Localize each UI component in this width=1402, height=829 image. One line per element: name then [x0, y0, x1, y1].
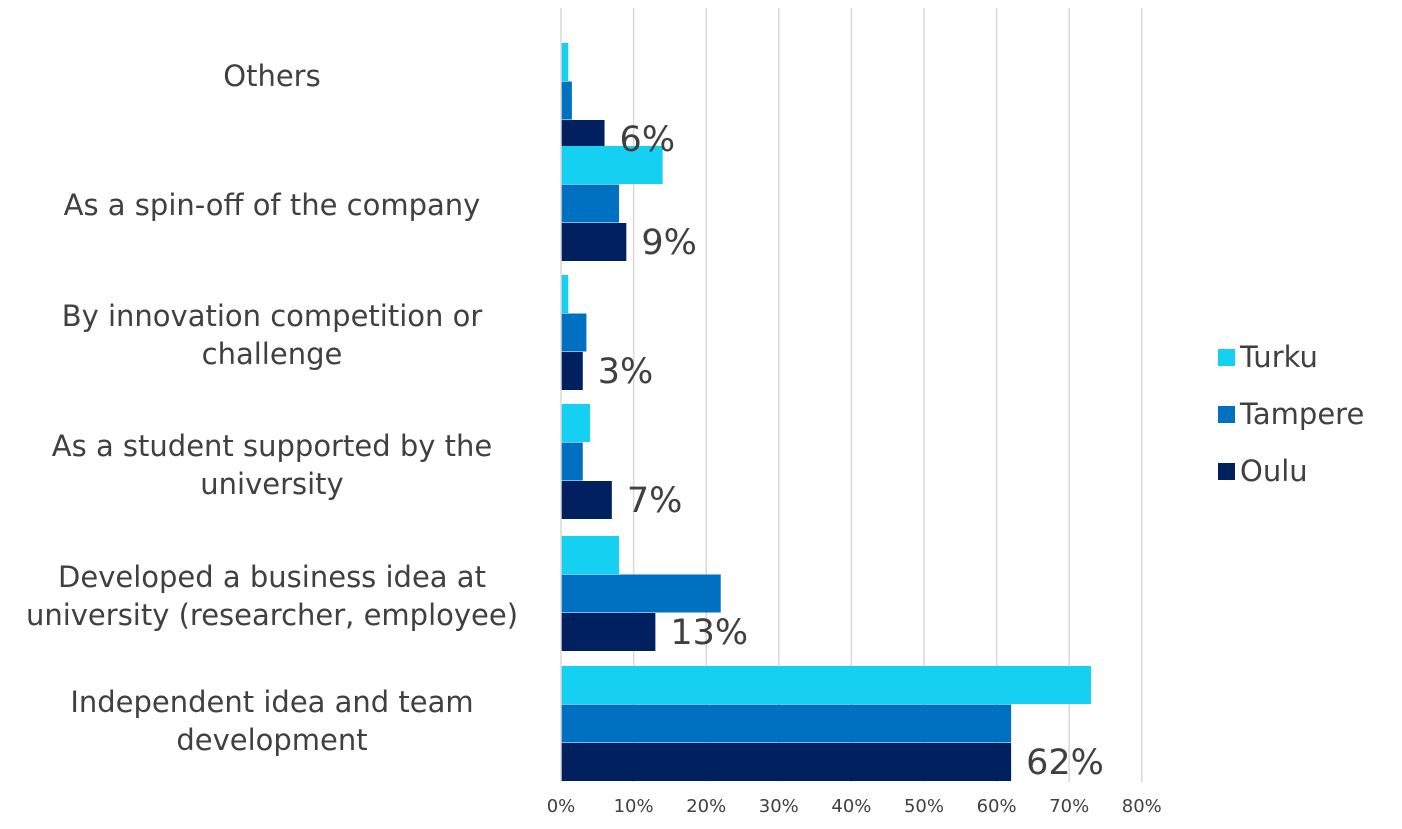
legend-swatch	[1218, 348, 1235, 366]
legend-label: Oulu	[1240, 454, 1308, 488]
x-tick-label: 70%	[1049, 796, 1089, 817]
category-label-line: As a student supported by the	[51, 429, 493, 463]
bar-oulu	[561, 352, 583, 390]
x-tick-labels: 0% 10% 20% 30% 40% 50% 60% 70% 80%	[547, 796, 1162, 817]
bar-tampere	[561, 574, 721, 613]
category-label-line: development	[176, 723, 368, 757]
bar-oulu	[561, 481, 612, 519]
legend-label: Tampere	[1240, 397, 1365, 431]
category-label-line: By innovation competition or	[61, 299, 483, 333]
legend-label: Turku	[1240, 340, 1318, 374]
data-label: 62%	[1026, 743, 1104, 783]
bar-tampere	[561, 313, 587, 352]
data-label: 3%	[598, 352, 654, 392]
legend-swatch	[1218, 462, 1235, 480]
legend-item-tampere: Tampere	[1218, 394, 1364, 434]
bar-turku	[561, 146, 663, 184]
bar-turku	[561, 43, 569, 81]
data-label: 7%	[627, 481, 683, 521]
data-label: 13%	[670, 613, 748, 653]
x-tick-label: 0%	[547, 796, 576, 817]
category-label: Independent idea and team development	[2, 683, 542, 759]
data-label: 9%	[641, 223, 697, 263]
x-tick-label: 40%	[831, 796, 871, 817]
bar-tampere	[561, 184, 620, 223]
bar-oulu	[561, 743, 1012, 781]
bar-turku	[561, 536, 620, 574]
bar-turku	[561, 666, 1091, 704]
category-label: Developed a business idea at university (…	[2, 558, 542, 634]
bars	[561, 43, 1091, 781]
x-tick-label: 10%	[614, 796, 654, 817]
data-labels: 6% 9% 3% 7% 13% 62%	[598, 120, 1104, 783]
legend-swatch	[1218, 405, 1235, 423]
category-label-line: Independent idea and team	[70, 685, 474, 719]
x-tick-label: 20%	[686, 796, 726, 817]
bar-tampere	[561, 442, 583, 481]
x-tick-label: 60%	[977, 796, 1017, 817]
category-label-line: university	[200, 467, 344, 501]
bar-turku	[561, 275, 569, 313]
x-tick-label: 30%	[759, 796, 799, 817]
bar-tampere	[561, 81, 572, 120]
category-label-line: challenge	[201, 337, 343, 371]
category-label: Others	[2, 57, 542, 95]
legend-item-turku: Turku	[1218, 337, 1318, 377]
category-label: By innovation competition or challenge	[2, 297, 542, 373]
x-tick-label: 50%	[904, 796, 944, 817]
category-label: As a spin-off of the company	[2, 186, 542, 224]
category-label-line: Others	[223, 59, 321, 93]
category-label: As a student supported by the university	[2, 427, 542, 503]
bar-oulu	[561, 223, 627, 261]
category-label-line: As a spin-off of the company	[63, 188, 481, 222]
bar-oulu	[561, 613, 656, 651]
gridlines	[632, 8, 1143, 782]
data-label: 6%	[620, 120, 676, 160]
legend-item-oulu: Oulu	[1218, 451, 1308, 491]
bar-tampere	[561, 704, 1012, 743]
x-tick-label: 80%	[1122, 796, 1162, 817]
bar-turku	[561, 404, 591, 442]
category-label-line: Developed a business idea at	[58, 560, 486, 594]
category-label-line: university (researcher, employee)	[25, 598, 519, 632]
